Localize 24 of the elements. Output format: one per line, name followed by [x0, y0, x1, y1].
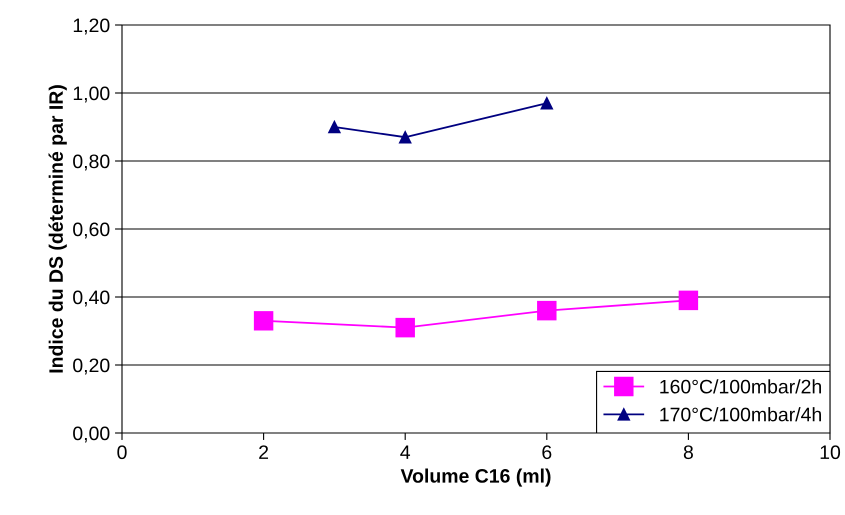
y-tick-label: 0,40: [73, 290, 110, 307]
y-tick-label: 1,00: [74, 86, 110, 103]
x-tick-label: 10: [820, 445, 840, 460]
x-tick-label: 4: [400, 446, 410, 459]
y-tick-label: 1,20: [74, 18, 110, 35]
x-tick-label: 2: [259, 445, 268, 459]
y-axis-title: Indice du DS (déterminé par IR): [48, 85, 67, 372]
x-tick-label: 8: [684, 445, 693, 460]
y-tick-label: 0,60: [73, 222, 110, 239]
x-tick-label: 6: [542, 445, 552, 460]
point: [678, 290, 698, 310]
point: [395, 318, 415, 338]
point: [254, 311, 274, 331]
point: [540, 96, 554, 110]
y-tick-label: 0,00: [73, 426, 110, 443]
point: [537, 300, 557, 320]
legend-label: 170°C/100mbar/4h: [660, 407, 821, 422]
point: [398, 130, 412, 144]
y-tick-label: 0,80: [73, 154, 110, 171]
y-tick-label: 0,20: [73, 358, 110, 375]
point: [328, 120, 341, 134]
x-axis-title: Volume C16 (ml): [400, 468, 550, 487]
x-tick-label: 0: [117, 445, 127, 460]
legend-label: 160°C/100mbar/2h: [660, 379, 821, 394]
